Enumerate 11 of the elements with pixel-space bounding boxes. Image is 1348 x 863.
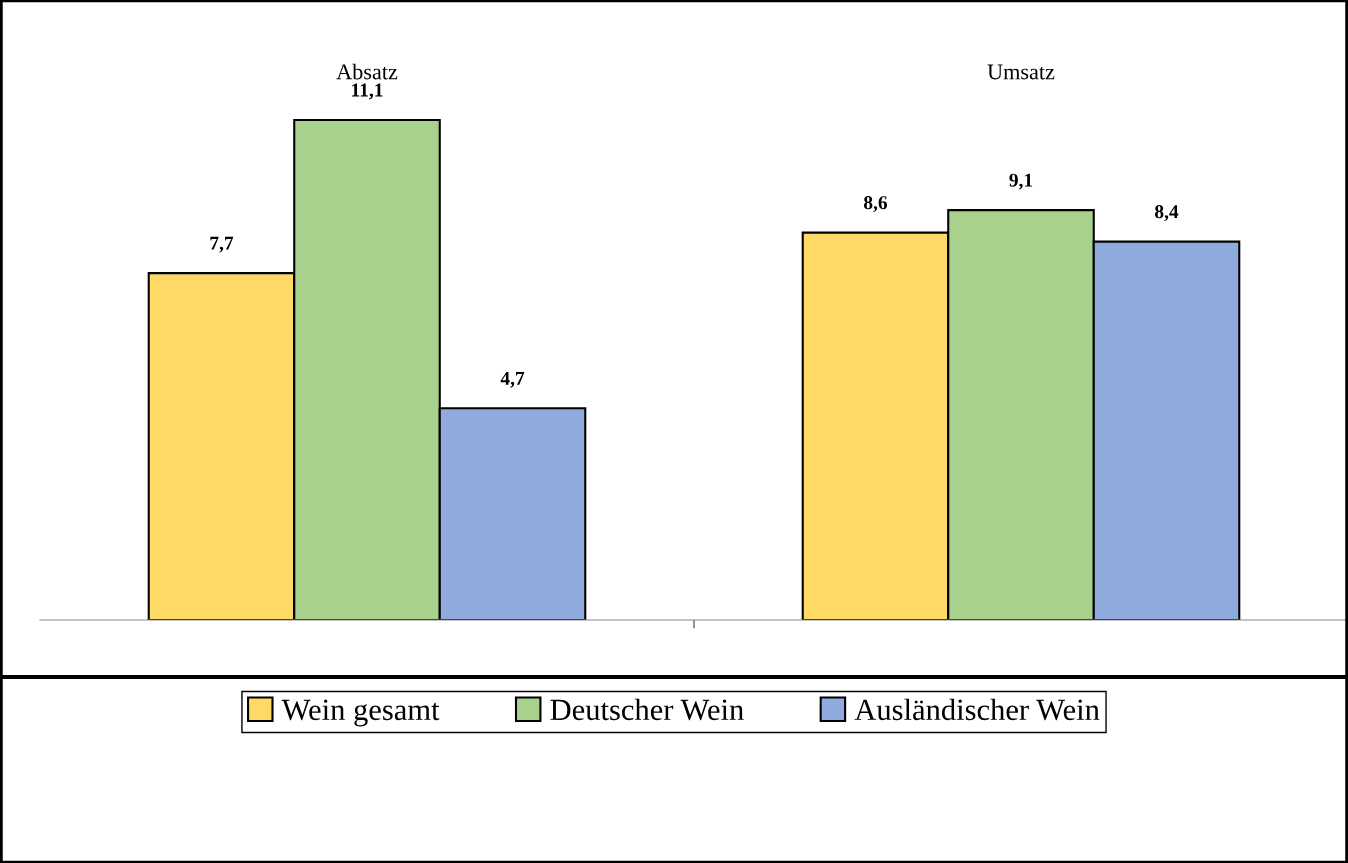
legend-label: Deutscher Wein [550, 698, 744, 721]
data-label: 8,6 [863, 196, 888, 213]
data-label: 8,4 [1155, 205, 1179, 222]
legend-label: Wein gesamt [281, 699, 440, 727]
legend-label: Ausländischer Wein [854, 698, 1100, 721]
x-tick-label: Absatz [336, 63, 398, 80]
data-label: 7,7 [210, 236, 234, 253]
data-label: 11,1 [352, 83, 383, 100]
x-tick-label: Umsatz [987, 64, 1055, 80]
data-label: 4,7 [500, 371, 525, 388]
data-label: 9,1 [1009, 173, 1033, 190]
